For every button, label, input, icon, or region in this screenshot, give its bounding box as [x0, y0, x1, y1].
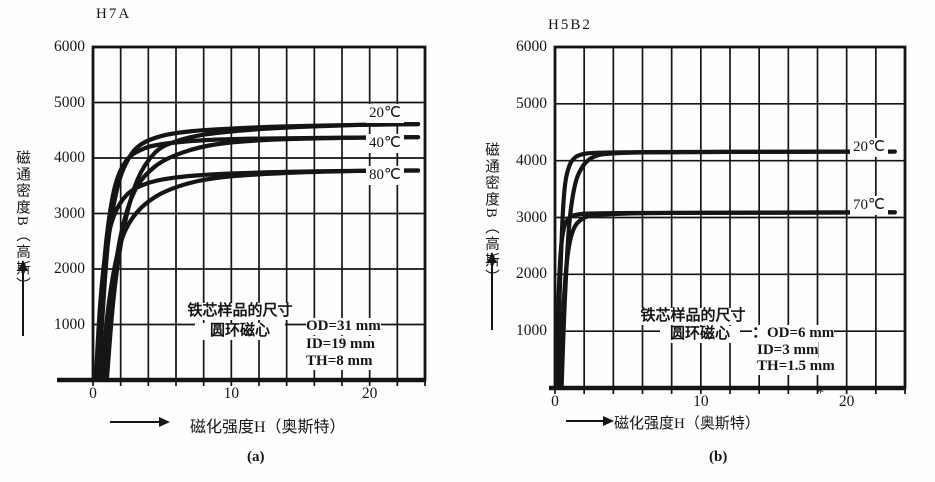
left-x-axis-title: 磁化强度H（奥斯特）: [190, 419, 346, 436]
right-annotation-line1: 铁芯样品的尺寸: [638, 308, 748, 325]
y-tick-label: 3000: [516, 208, 547, 226]
y-tick-label: 3000: [54, 204, 85, 222]
x-tick-label: 20: [838, 393, 855, 410]
left-curve-label-20c: 20℃: [366, 104, 404, 123]
left-chart-caption: (a): [247, 449, 265, 465]
right-chart-caption: (b): [709, 449, 728, 465]
left-y-axis-title: 磁通密度B（高斯）: [14, 150, 30, 294]
y-tick-label: 6000: [516, 38, 547, 55]
right-annotation-th: TH=1.5 mm: [757, 358, 835, 375]
left-annotation-line1: 铁芯样品的尺寸: [183, 303, 297, 320]
right-y-axis-title: 磁通密度B（高斯）: [483, 142, 499, 286]
left-x-axis-arrow-icon: [110, 416, 170, 428]
right-chart-title: H5B2: [548, 17, 592, 33]
y-tick-label: 5000: [54, 93, 85, 111]
right-annotation-id: ID=3 mm: [757, 342, 819, 359]
left-curve-label-40c: 40℃: [366, 134, 404, 153]
y-tick-label: 4000: [516, 151, 547, 169]
left-chart-title: H7A: [96, 6, 132, 22]
curve-70℃: [554, 210, 897, 389]
y-tick-label: 1000: [516, 322, 547, 340]
left-y-axis-arrow-icon: [17, 260, 29, 336]
right-curve-label-20c: 20℃: [850, 138, 888, 157]
x-tick-label: 0: [551, 393, 559, 410]
right-x-axis-title: 磁化强度H（奥斯特）: [614, 416, 760, 432]
left-annotation-id: ID=19 mm: [306, 336, 375, 353]
curve-70℃: [558, 210, 897, 389]
curve-20℃: [555, 149, 897, 389]
curve-80℃: [99, 168, 421, 381]
left-annotation-th: TH=8 mm: [306, 353, 373, 370]
curve-group: [554, 149, 897, 389]
y-tick-label: 4000: [54, 149, 85, 166]
y-tick-label: 5000: [516, 94, 547, 112]
x-tick-label: 0: [89, 385, 97, 402]
x-tick-label: 10: [223, 385, 240, 402]
y-tick-label: 1000: [54, 315, 85, 333]
curve-group: [93, 122, 421, 381]
right-y-axis-arrow-icon: [486, 252, 498, 330]
y-tick-label: 6000: [54, 38, 85, 55]
right-annotation-od: ：OD=6 mm: [752, 325, 835, 342]
right-curve-label-70c: 70℃: [850, 196, 888, 215]
stray-print-mark: *: [817, 386, 824, 401]
y-tick-label: 2000: [54, 260, 85, 277]
left-annotation-line2: 圆环磁心: [195, 323, 285, 340]
right-annotation-line2: 圆环磁心: [660, 326, 740, 343]
x-tick-label: 20: [361, 385, 378, 402]
y-tick-label: 2000: [516, 265, 547, 283]
right-x-axis-arrow-icon: [566, 415, 614, 427]
left-annotation-od: OD=31 mm: [306, 318, 381, 335]
curve-20℃: [559, 149, 897, 389]
left-curve-label-80c: 80℃: [366, 166, 404, 185]
x-tick-label: 10: [693, 393, 709, 410]
